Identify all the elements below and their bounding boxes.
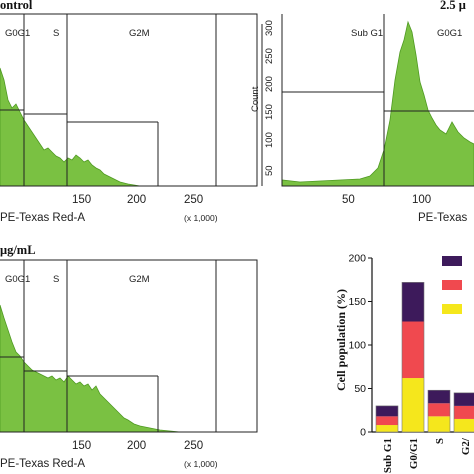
bottom-tick-label: 150 (72, 440, 91, 452)
bar-segment (428, 403, 450, 417)
bar-chart-category-label: G2/ (460, 437, 472, 455)
panel-control: ontrol G0G1 S G2M 150 200 250 PE-Texas R… (0, 0, 258, 224)
control-tick-label: 150 (72, 194, 91, 206)
bottom-x-axis-label: PE-Texas Red-A (0, 458, 85, 470)
panel-bottom: μg/mL G0G1 S G2M 150 200 250 PE-Texas Re… (0, 243, 258, 470)
bar-chart-y-axis-title: Cell population (%) (334, 289, 348, 391)
dose-2-5-y-tick-label: 200 (264, 76, 275, 92)
legend-swatch (442, 304, 462, 314)
bottom-histogram (0, 304, 181, 433)
dose-2-5-y-tick-label: 100 (264, 132, 275, 148)
dose-2-5-y-ticks: 300 250 200 150 100 50 (264, 20, 275, 176)
bottom-gate-label: S (53, 274, 59, 285)
panel-bottom-title: μg/mL (0, 243, 36, 257)
bottom-tick-label: 200 (127, 440, 146, 452)
control-histogram (0, 67, 141, 187)
bar-outline (427, 389, 451, 433)
control-x-scale: (x 1,000) (184, 213, 218, 223)
bar-chart-y-tick-label: 200 (348, 253, 366, 265)
bar-segment (402, 378, 424, 432)
bar-segment (454, 418, 474, 432)
control-gate-label: G2M (129, 28, 150, 39)
bar-chart-category-label: S (434, 438, 446, 444)
dose-2-5-x-axis-label: PE-Texas (418, 212, 467, 224)
bottom-frame (0, 259, 258, 433)
bar-segment (402, 282, 424, 322)
dose-2-5-y-tick-label: 150 (264, 104, 275, 120)
control-gate-label: G0G1 (5, 28, 30, 39)
bar-chart-y-tick-label: 0 (360, 427, 366, 439)
control-x-axis-label: PE-Texas Red-A (0, 212, 85, 224)
dose-2-5-y-tick-label: 50 (264, 165, 275, 176)
dose-2-5-frame (281, 14, 474, 187)
bar-segment (428, 390, 450, 404)
panel-control-title: ontrol (0, 0, 33, 12)
bar-segment (454, 405, 474, 419)
legend-swatch (442, 280, 462, 290)
bar-chart-category-labels: Sub G1 G0/G1 S G2/ (382, 437, 472, 473)
bottom-tick-label: 250 (184, 440, 203, 452)
dose-2-5-gate-label: G0G1 (437, 28, 462, 39)
cell-population-bar-chart: Cell population (%) 0 50 100 150 200 Sub G1 G… (334, 253, 474, 473)
bar-chart-legend (442, 256, 462, 314)
dose-2-5-y-tick-label: 300 (264, 20, 275, 36)
control-tick-label: 200 (127, 194, 146, 206)
bar-chart-y-tick-label: 50 (354, 383, 366, 395)
panel-2-5: 2.5 μ Sub G1 G0G1 Count 300 250 200 150 … (250, 0, 474, 224)
dose-2-5-histogram (281, 20, 474, 187)
bottom-x-scale: (x 1,000) (184, 459, 218, 469)
bar-chart-category-label: G0/G1 (408, 438, 420, 469)
legend-swatch (442, 256, 462, 266)
bar-chart-y-tick-label: 100 (348, 340, 366, 352)
bar-segment (454, 392, 474, 406)
dose-2-5-tick-label: 100 (412, 194, 431, 206)
bar-outline (453, 392, 474, 433)
bar-segment (376, 416, 398, 426)
bar-segment (428, 416, 450, 432)
bar-segment (376, 405, 398, 417)
bar-segment (402, 321, 424, 379)
dose-2-5-y-tick-label: 250 (264, 48, 275, 64)
bar-segment (376, 425, 398, 432)
bottom-gate-label: G2M (129, 274, 150, 285)
panel-2-5-title: 2.5 μ (440, 0, 466, 12)
control-gate-label: S (53, 28, 59, 39)
bottom-gate-label: G0G1 (5, 274, 30, 285)
dose-2-5-y-axis-label: Count (250, 86, 261, 112)
dose-2-5-gate-label: Sub G1 (351, 28, 383, 39)
bar-chart-y-tick-label: 150 (348, 296, 366, 308)
bar-outline (375, 405, 399, 433)
bar-outline (401, 282, 425, 433)
bar-chart-category-label: Sub G1 (382, 438, 394, 473)
bar-chart-bars (375, 282, 474, 433)
dose-2-5-tick-label: 50 (342, 194, 355, 206)
control-frame (0, 13, 258, 187)
control-tick-label: 250 (184, 194, 203, 206)
